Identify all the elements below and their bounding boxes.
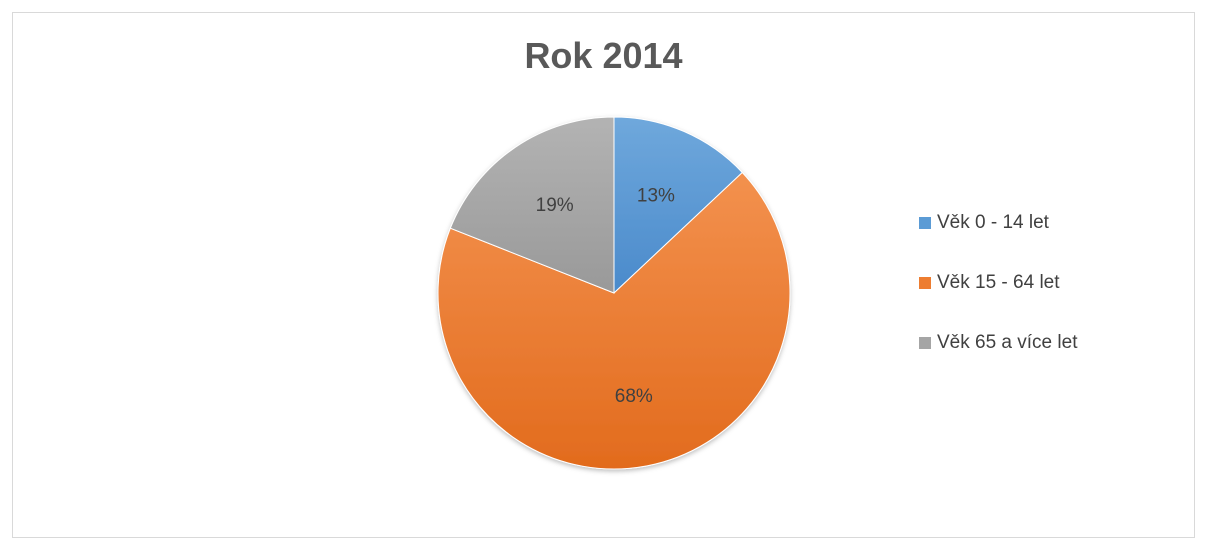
slice-label-age-65-plus: 19% xyxy=(536,195,574,216)
slice-label-age-15-64: 68% xyxy=(615,386,653,407)
chart-legend: Věk 0 - 14 let Věk 15 - 64 let Věk 65 a … xyxy=(919,211,1077,391)
legend-item-age-15-64: Věk 15 - 64 let xyxy=(919,271,1077,331)
slice-label-age-0-14: 13% xyxy=(637,186,675,207)
legend-swatch xyxy=(919,337,931,349)
legend-item-age-65-plus: Věk 65 a více let xyxy=(919,331,1077,391)
legend-label: Věk 0 - 14 let xyxy=(937,211,1049,235)
legend-item-age-0-14: Věk 0 - 14 let xyxy=(919,211,1077,271)
legend-swatch xyxy=(919,217,931,229)
legend-label: Věk 15 - 64 let xyxy=(937,271,1060,295)
legend-label: Věk 65 a více let xyxy=(937,331,1077,355)
legend-swatch xyxy=(919,277,931,289)
